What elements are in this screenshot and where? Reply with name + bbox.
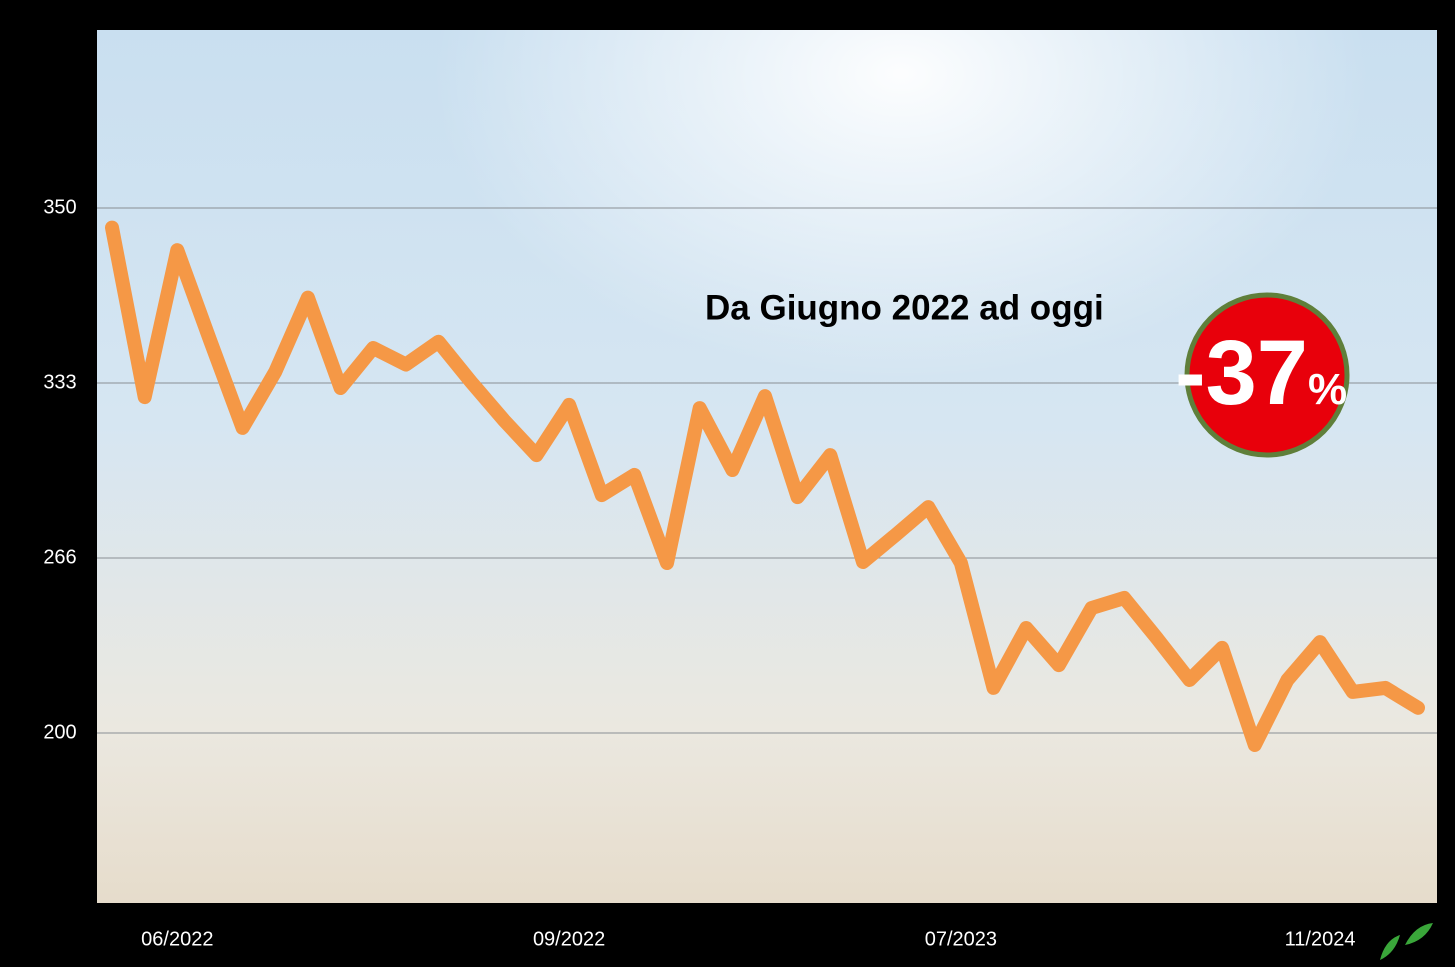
badge-unit: % [1308, 365, 1347, 414]
y-tick-label: 200 [43, 721, 76, 743]
y-tick-label: 266 [43, 546, 76, 568]
sun-glow [97, 30, 1437, 903]
logo-leaf [1380, 923, 1433, 960]
badge [1184, 292, 1350, 458]
data-line [105, 220, 1425, 752]
y-tick-label: 333 [43, 371, 76, 393]
series [105, 220, 1425, 752]
x-tick-label: 07/2023 [925, 928, 997, 950]
badge-number: -37% [1175, 322, 1347, 424]
y-tick-label: 350 [43, 196, 76, 218]
badge-number: -37 [1175, 322, 1308, 424]
x-tick-label: 06/2022 [141, 928, 213, 950]
x-tick-label: 09/2022 [533, 928, 605, 950]
x-tick-label: 11/2024 [1285, 928, 1356, 950]
annotation: Da Giugno 2022 ad oggi [705, 288, 1104, 327]
